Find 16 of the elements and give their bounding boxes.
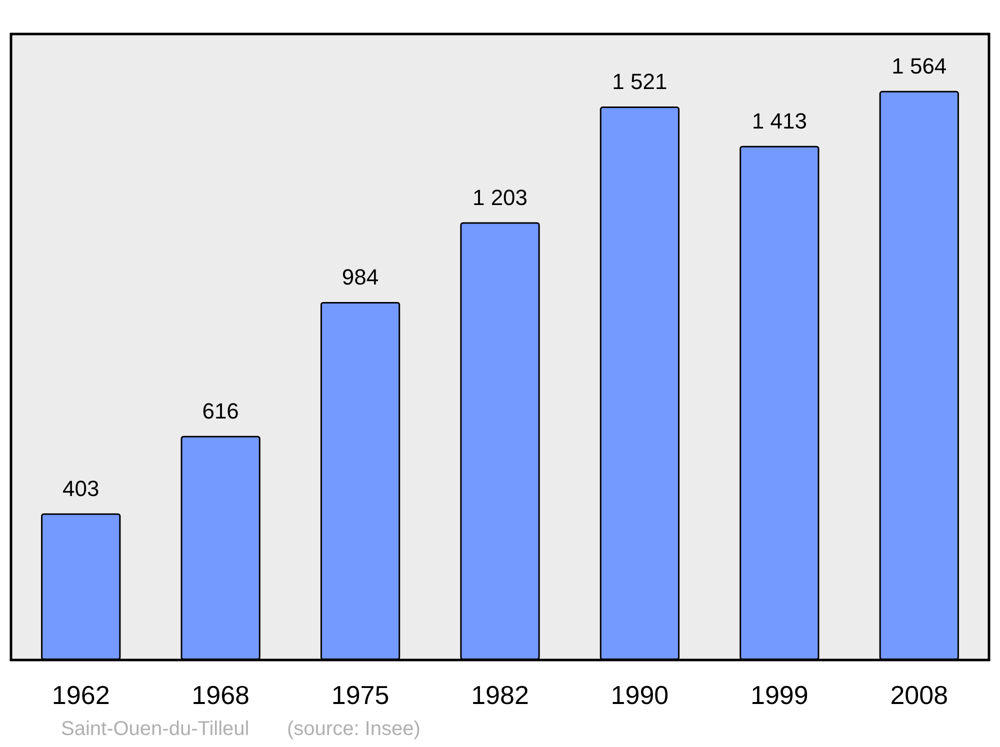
x-tick-label: 2008 bbox=[890, 680, 948, 710]
x-tick-label: 1982 bbox=[471, 680, 529, 710]
x-tick-label: 1990 bbox=[610, 680, 669, 710]
x-tick-label: 1962 bbox=[52, 680, 110, 710]
text: Saint-Ouen-du-Tilleul bbox=[61, 718, 250, 740]
data-label: 616 bbox=[202, 398, 239, 424]
data-label: 984 bbox=[342, 264, 379, 290]
x-tick-label: 1999 bbox=[750, 680, 808, 710]
data-label: 1 564 bbox=[892, 53, 947, 78]
data-label: 403 bbox=[62, 476, 100, 501]
data-label: 1 413 bbox=[752, 108, 807, 134]
data-label: 1 521 bbox=[612, 69, 668, 94]
text: (source: Insee) bbox=[287, 718, 420, 740]
x-tick-label: 1968 bbox=[192, 680, 250, 710]
data-label: 1 203 bbox=[472, 184, 528, 210]
x-tick-label: 1975 bbox=[331, 680, 390, 710]
